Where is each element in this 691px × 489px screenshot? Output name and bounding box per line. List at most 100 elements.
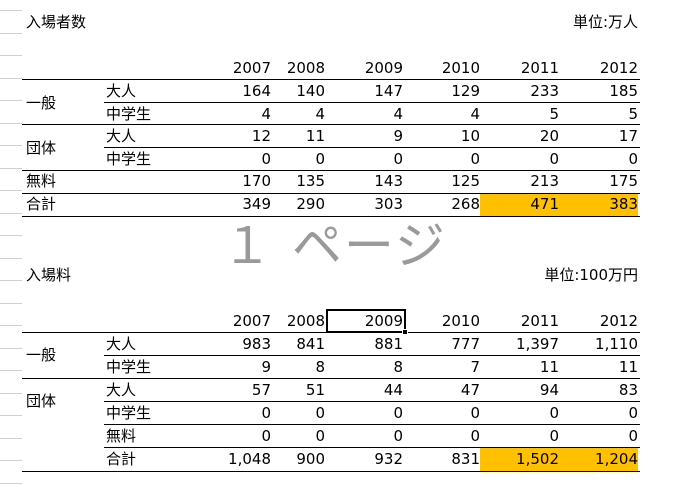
table2-group_student-2007[interactable]: 0 [261,404,271,422]
table2-general_student-2008[interactable]: 8 [315,358,325,376]
table1-general_student-2010[interactable]: 4 [470,105,480,123]
table1-group_student-2009[interactable]: 0 [393,150,403,168]
t1-year-2009[interactable]: 2009 [364,59,403,77]
table2-free-2008[interactable]: 0 [315,427,325,445]
t1-group-free[interactable]: 無料 [26,172,57,190]
t2-year-2009[interactable]: 2009 [364,312,403,330]
table2-group_student-2011[interactable]: 0 [549,404,559,422]
t2-year-2007[interactable]: 2007 [232,312,271,330]
t1-group-group[interactable]: 団体 [26,139,57,157]
table2-free-2007[interactable]: 0 [261,427,271,445]
table1-free-2008[interactable]: 135 [296,172,325,190]
table2-group_adult-2012[interactable]: 83 [618,381,638,399]
table1-general_adult-2011[interactable]: 233 [530,82,559,100]
t2-sub-student-general[interactable]: 中学生 [106,358,152,376]
table1-general_adult-2012[interactable]: 185 [609,82,638,100]
table2-total-2011[interactable]: 1,502 [480,448,559,471]
table1-free-2012[interactable]: 175 [609,172,638,190]
t1-sub-student-general[interactable]: 中学生 [106,105,152,123]
table2-group_student-2010[interactable]: 0 [470,404,480,422]
table2-general_adult-2009[interactable]: 881 [374,335,403,353]
table2-group_adult-2011[interactable]: 94 [539,381,559,399]
table1-general_adult-2009[interactable]: 147 [374,82,403,100]
table2-total-2007[interactable]: 1,048 [228,450,271,468]
table1-general_adult-2010[interactable]: 129 [451,82,480,100]
t1-year-2010[interactable]: 2010 [441,59,480,77]
t2-sub-student-group[interactable]: 中学生 [106,404,152,422]
t2-group-group[interactable]: 団体 [26,392,57,410]
t2-sub-total[interactable]: 合計 [106,450,137,468]
table2-general_student-2011[interactable]: 11 [539,358,559,376]
t1-year-2008[interactable]: 2008 [286,59,325,77]
t1-group-general[interactable]: 一般 [26,94,57,112]
t2-year-2008[interactable]: 2008 [286,312,325,330]
table2-general_student-2010[interactable]: 7 [470,358,480,376]
table1-group_adult-2011[interactable]: 20 [539,127,559,145]
t1-year-2011[interactable]: 2011 [520,59,559,77]
table1-general_adult-2007[interactable]: 164 [242,82,271,100]
table1-general_student-2008[interactable]: 4 [315,105,325,123]
t1-group-total[interactable]: 合計 [26,195,57,213]
t1-sub-adult-group[interactable]: 大人 [106,127,137,145]
table2-total-2009[interactable]: 932 [374,450,403,468]
table2-group_adult-2008[interactable]: 51 [305,381,325,399]
table1-total-2012[interactable]: 383 [559,193,638,216]
table2-total-2010[interactable]: 831 [451,450,480,468]
t1-year-2007[interactable]: 2007 [232,59,271,77]
table2-general_student-2012[interactable]: 11 [618,358,638,376]
t1-sub-student-group[interactable]: 中学生 [106,150,152,168]
table2-free-2011[interactable]: 0 [549,427,559,445]
table2-general_student-2009[interactable]: 8 [393,358,403,376]
table2-free-2010[interactable]: 0 [470,427,480,445]
t1-sub-adult-general[interactable]: 大人 [106,82,137,100]
table2-group_student-2009[interactable]: 0 [393,404,403,422]
table2-group_student-2008[interactable]: 0 [315,404,325,422]
table1-general_adult-2008[interactable]: 140 [296,82,325,100]
table1-group_adult-2010[interactable]: 10 [460,127,480,145]
t2-group-general[interactable]: 一般 [26,346,57,364]
table2-free-2009[interactable]: 0 [393,427,403,445]
t1-year-2012[interactable]: 2012 [599,59,638,77]
table2-general_adult-2008[interactable]: 841 [296,335,325,353]
table1-free-2010[interactable]: 125 [451,172,480,190]
table1-general_student-2007[interactable]: 4 [261,105,271,123]
table1-total-2010[interactable]: 268 [451,195,480,213]
fill-handle[interactable] [402,329,408,335]
table2-total-2012[interactable]: 1,204 [559,448,638,471]
t2-year-2011[interactable]: 2011 [520,312,559,330]
table2-group_adult-2007[interactable]: 57 [251,381,271,399]
table2-free-2012[interactable]: 0 [628,427,638,445]
table2-group_adult-2010[interactable]: 47 [460,381,480,399]
selected-cell-border[interactable] [326,309,406,333]
table1-free-2011[interactable]: 213 [530,172,559,190]
table1-group_student-2010[interactable]: 0 [470,150,480,168]
table1-group_student-2008[interactable]: 0 [315,150,325,168]
t2-year-2012[interactable]: 2012 [599,312,638,330]
table2-general_adult-2010[interactable]: 777 [451,335,480,353]
t2-sub-adult-group[interactable]: 大人 [106,381,137,399]
table1-general_student-2011[interactable]: 5 [549,105,559,123]
table1-free-2009[interactable]: 143 [374,172,403,190]
table1-group_student-2012[interactable]: 0 [628,150,638,168]
table1-total-2007[interactable]: 349 [242,195,271,213]
table2-total-2008[interactable]: 900 [296,450,325,468]
table1-group_adult-2007[interactable]: 12 [251,127,271,145]
t2-sub-adult-general[interactable]: 大人 [106,335,137,353]
table1-general_student-2012[interactable]: 5 [628,105,638,123]
table1-total-2008[interactable]: 290 [296,195,325,213]
table2-general_adult-2012[interactable]: 1,110 [595,335,638,353]
table1-total-2009[interactable]: 303 [374,195,403,213]
t2-sub-free[interactable]: 無料 [106,427,137,445]
table2-group_student-2012[interactable]: 0 [628,404,638,422]
table1-group_student-2007[interactable]: 0 [261,150,271,168]
table2-general_student-2007[interactable]: 9 [261,358,271,376]
table1-group_student-2011[interactable]: 0 [549,150,559,168]
t2-year-2010[interactable]: 2010 [441,312,480,330]
table1-group_adult-2012[interactable]: 17 [618,127,638,145]
table1-general_student-2009[interactable]: 4 [393,105,403,123]
table2-general_adult-2011[interactable]: 1,397 [516,335,559,353]
table2-general_adult-2007[interactable]: 983 [242,335,271,353]
table1-free-2007[interactable]: 170 [242,172,271,190]
table1-group_adult-2009[interactable]: 9 [393,127,403,145]
table1-total-2011[interactable]: 471 [480,193,559,216]
